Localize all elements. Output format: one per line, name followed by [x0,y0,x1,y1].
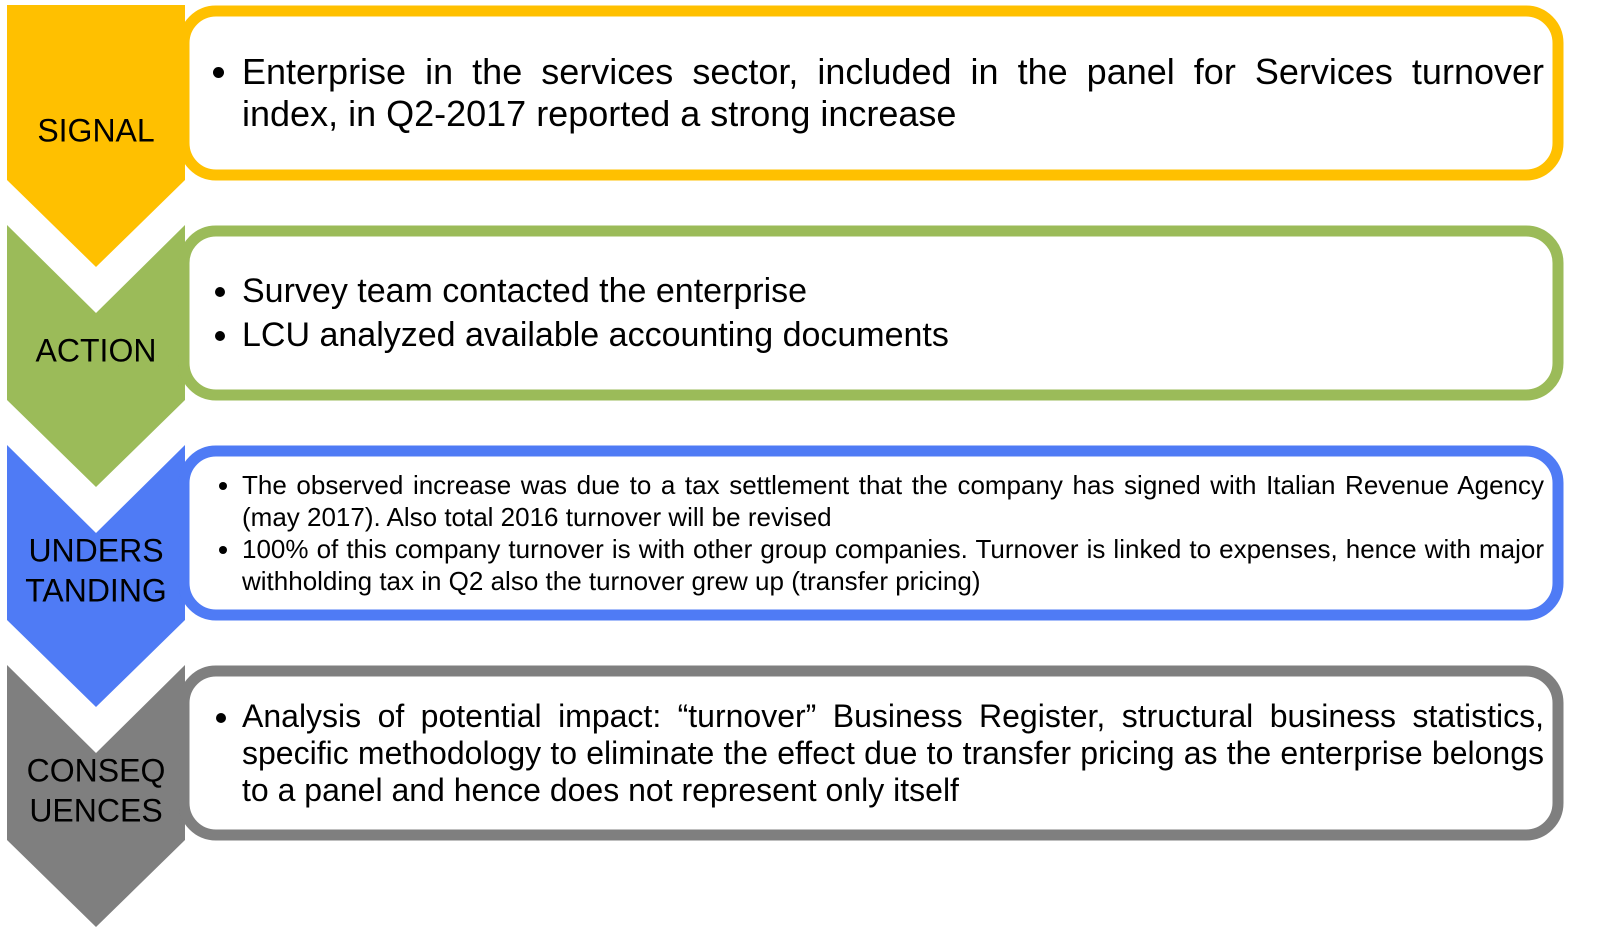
bullet: Survey team contacted the enterprise [242,269,1544,313]
stage-label: TANDING [25,572,167,608]
bullet: Enterprise in the services sector, inclu… [242,51,1544,135]
stage-text: Survey team contacted the enterpriseLCU … [192,237,1548,389]
chevron [7,5,185,267]
bullet: LCU analyzed available accounting docume… [242,313,1544,357]
bullet-list: Enterprise in the services sector, inclu… [212,51,1544,135]
box-frame [178,445,1564,621]
chevron [7,225,185,487]
box-frame [178,5,1564,181]
bullet: Analysis of potential impact: “turnover”… [242,698,1544,809]
chevron [7,665,185,927]
stage-text: Analysis of potential impact: “turnover”… [192,677,1548,829]
stage-label: UNDERS [28,532,163,568]
box-frame [178,225,1564,401]
stage-text: The observed increase was due to a tax s… [192,457,1548,609]
stage-label: SIGNAL [37,112,154,148]
chevrons [7,5,185,927]
bullet-list: The observed increase was due to a tax s… [212,469,1544,597]
chevron [7,445,185,707]
labels: SIGNAL ACTION UNDERS TANDING CONSEQ UENCES [25,112,167,828]
stage-label: CONSEQ [27,752,166,788]
stage-text: Enterprise in the services sector, inclu… [192,17,1548,169]
stage-label: UENCES [29,792,162,828]
box-frames [178,5,1564,841]
bullet-list: Survey team contacted the enterpriseLCU … [212,269,1544,357]
bullet: The observed increase was due to a tax s… [242,469,1544,533]
stage-label: ACTION [36,332,157,368]
box-frame [178,665,1564,841]
bullet: 100% of this company turnover is with ot… [242,533,1544,597]
bullet-list: Analysis of potential impact: “turnover”… [212,698,1544,809]
